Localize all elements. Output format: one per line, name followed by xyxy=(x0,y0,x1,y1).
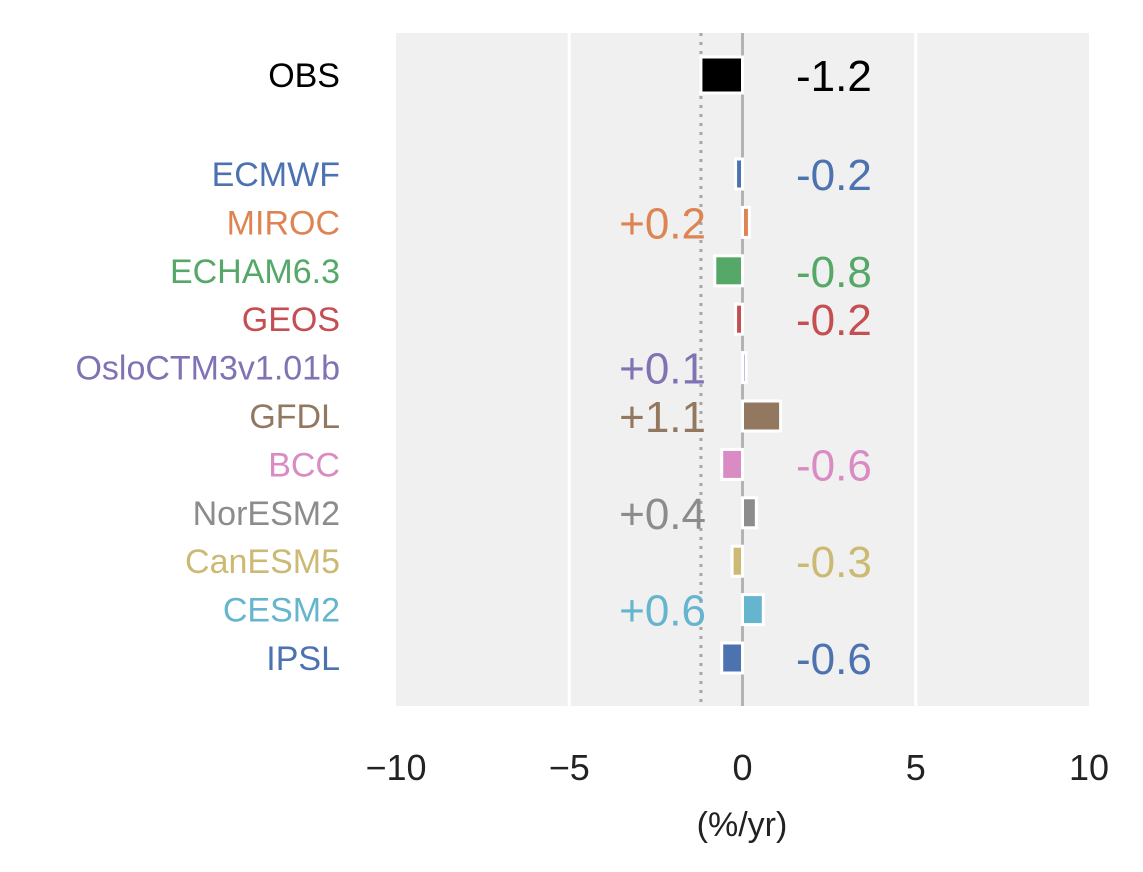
row-label: BCC xyxy=(268,446,340,484)
value-label: +1.1 xyxy=(619,393,706,442)
bar-cesm2 xyxy=(741,593,765,627)
value-label: +0.6 xyxy=(619,587,706,636)
bar-canesm5 xyxy=(730,544,744,578)
row-label: IPSL xyxy=(266,640,340,678)
x-axis-label: (%/yr) xyxy=(697,806,788,844)
x-tick-label: −5 xyxy=(549,747,590,788)
bar-ipsl xyxy=(720,641,745,675)
x-tick-label: 10 xyxy=(1069,747,1109,788)
bar-bcc xyxy=(720,447,745,481)
value-label: -0.2 xyxy=(796,151,872,200)
value-labels: -1.2-0.2+0.2-0.8-0.2+0.1+1.1-0.6+0.4-0.3… xyxy=(619,52,872,684)
bar-osloctm3v1-01b xyxy=(741,351,748,385)
bar-obs xyxy=(699,55,744,95)
row-label: OBS xyxy=(268,57,340,95)
bar-echam6-3 xyxy=(713,254,745,288)
x-tick-label: 0 xyxy=(732,747,752,788)
value-label: -1.2 xyxy=(796,52,872,101)
x-tick-labels: −10 −5 0 5 10 xyxy=(365,747,1109,788)
value-label: +0.2 xyxy=(619,199,706,248)
row-label: CESM2 xyxy=(223,592,340,630)
value-label: +0.1 xyxy=(619,345,706,394)
row-label: CanESM5 xyxy=(185,543,340,581)
bar-miroc xyxy=(741,205,751,239)
value-label: -0.6 xyxy=(796,441,872,490)
value-label: -0.6 xyxy=(796,635,872,684)
row-label: GEOS xyxy=(242,301,340,339)
value-label: +0.4 xyxy=(619,490,706,539)
bars xyxy=(699,55,783,675)
bar-noresm2 xyxy=(741,496,758,530)
row-label: GFDL xyxy=(249,398,340,436)
bar-ecmwf xyxy=(734,157,745,191)
x-tick-label: −10 xyxy=(365,747,426,788)
value-label: -0.8 xyxy=(796,248,872,297)
value-label: -0.3 xyxy=(796,538,872,587)
bar-gfdl xyxy=(741,399,783,433)
bar-geos xyxy=(734,302,745,336)
row-labels: OBS ECMWF MIROC ECHAM6.3 GEOS OsloCTM3v1.01b G… xyxy=(75,57,340,678)
row-label: MIROC xyxy=(227,204,340,242)
value-label: -0.2 xyxy=(796,296,872,345)
row-label: NorESM2 xyxy=(193,495,340,533)
row-label: ECMWF xyxy=(212,156,340,194)
row-label: OsloCTM3v1.01b xyxy=(75,350,340,388)
x-tick-label: 5 xyxy=(906,747,926,788)
row-label: ECHAM6.3 xyxy=(170,253,340,291)
gridlines xyxy=(567,33,918,706)
